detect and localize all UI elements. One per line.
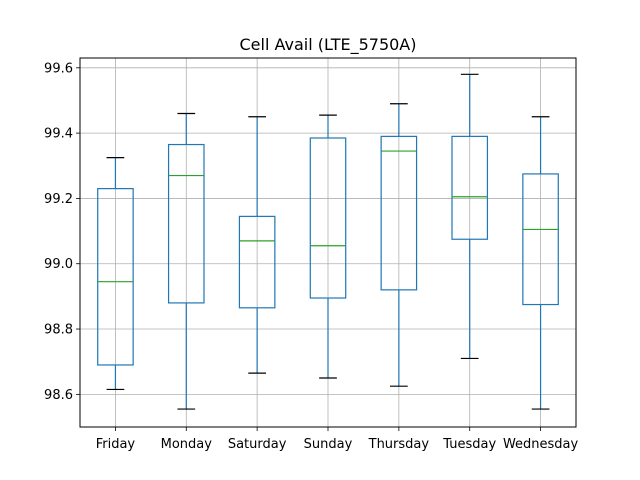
x-tick-label: Friday: [96, 437, 136, 452]
iqr-box: [97, 188, 134, 366]
x-tick-label: Thursday: [368, 437, 430, 452]
iqr-box: [167, 143, 205, 304]
boxes: [97, 73, 559, 410]
box-group: [167, 112, 205, 410]
x-tick-label: Monday: [161, 437, 213, 452]
iqr-box: [451, 135, 489, 240]
chart-title: Cell Avail (LTE_5750A): [240, 35, 417, 55]
y-tick-label: 99.6: [44, 61, 73, 76]
box-group: [451, 73, 489, 360]
box-group: [380, 103, 418, 387]
iqr-box: [380, 135, 418, 291]
x-tick-label: Sunday: [304, 437, 353, 452]
x-axis-ticks: Friday Monday Saturday Sunday Thursday Tuesda…: [96, 427, 579, 452]
box-group: [238, 116, 276, 374]
x-tick-label: Saturday: [228, 437, 287, 452]
iqr-box: [309, 137, 347, 299]
y-tick-label: 98.6: [44, 388, 73, 403]
x-tick-label: Tuesday: [442, 437, 496, 452]
y-tick-label: 99.2: [44, 192, 73, 207]
box-group: [522, 116, 559, 410]
y-axis-ticks: 98.6 98.8 99.0 99.2 99.4 99.6: [44, 61, 80, 403]
y-tick-label: 99.0: [44, 257, 73, 272]
y-tick-label: 98.8: [44, 323, 73, 338]
box-group: [309, 114, 347, 379]
iqr-box: [522, 173, 559, 306]
iqr-box: [238, 215, 276, 309]
box-group: [97, 156, 134, 391]
x-tick-label: Wednesday: [503, 437, 579, 452]
y-tick-label: 99.4: [44, 127, 73, 142]
